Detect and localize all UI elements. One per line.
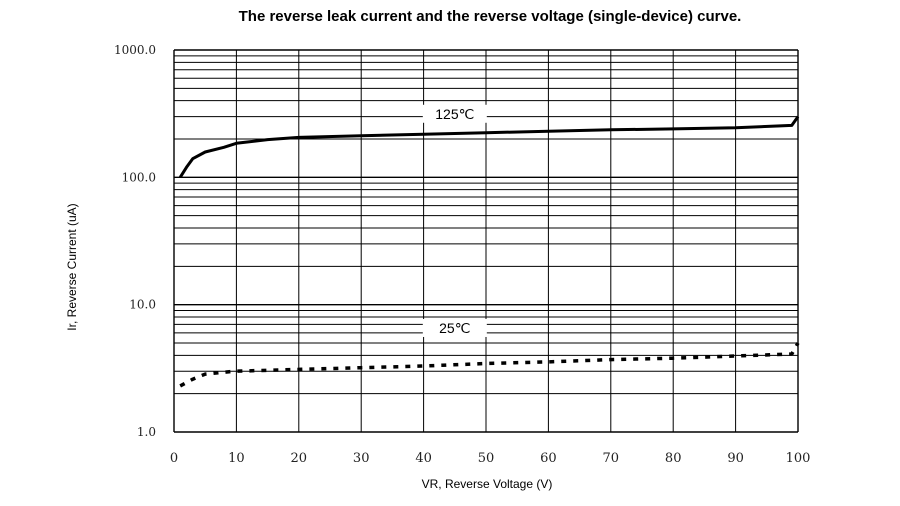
series-label: 125℃: [435, 106, 474, 122]
x-tick-label: 20: [291, 451, 308, 466]
x-tick-label: 100: [786, 451, 811, 466]
y-tick-label: 1.0: [137, 425, 156, 439]
x-tick-label: 10: [228, 451, 245, 466]
x-tick-label: 90: [727, 451, 744, 466]
x-tick-label: 70: [603, 451, 620, 466]
x-tick-label: 60: [540, 451, 557, 466]
y-tick-label: 100.0: [122, 170, 156, 184]
y-tick-label: 1000.0: [114, 43, 156, 57]
x-tick-labels: 0 10 20 30 40 50 60 70 80 90 100: [170, 451, 811, 466]
grid-layer: [173, 49, 799, 433]
chart-title: The reverse leak current and the reverse…: [238, 8, 742, 25]
series-label: 25℃: [439, 320, 470, 336]
series-layer: [178, 115, 800, 388]
y-tick-labels: 1.0 10.0 100.0 1000.0: [114, 43, 156, 439]
series-label-bg: [422, 318, 487, 337]
x-tick-label: 80: [665, 451, 682, 466]
x-tick-label: 50: [478, 451, 495, 466]
series-line: [178, 115, 800, 179]
x-tick-label: 40: [415, 451, 432, 466]
x-axis-label: VR, Reverse Voltage (V): [422, 477, 553, 491]
series-labels: 125℃ 25℃: [422, 104, 487, 337]
x-tick-label: 0: [170, 451, 178, 466]
y-tick-label: 10.0: [129, 298, 156, 312]
series-label-bg: [422, 104, 487, 123]
series-line: [179, 342, 800, 388]
y-axis-label: Ir, Reverse Current (uA): [65, 203, 79, 330]
x-tick-label: 30: [353, 451, 370, 466]
